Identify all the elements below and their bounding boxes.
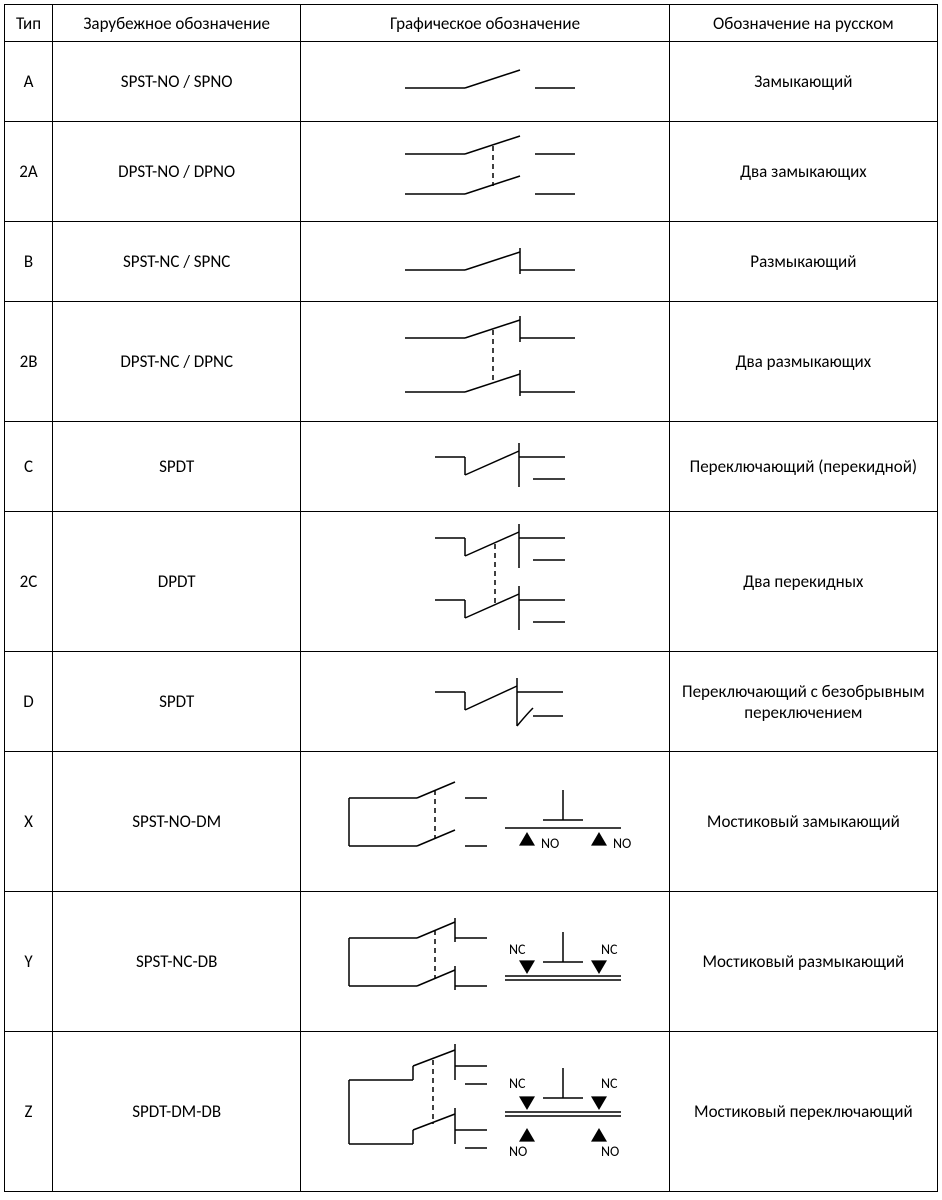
table-row: YSPST-NC-DB NC NC Мостиковый размыкающий <box>5 892 938 1032</box>
svg-text:NC: NC <box>601 941 618 958</box>
table-row: 2CDPDT Два перекидных <box>5 512 938 652</box>
table-row: ASPST-NO / SPNO Замыкающий <box>5 42 938 122</box>
cell-graphic: NO NO <box>301 752 669 892</box>
cell-russian: Мостиковый размыкающий <box>669 892 937 1032</box>
cell-type: Z <box>5 1032 53 1192</box>
header-row: Тип Зарубежное обозначение Графическое о… <box>5 5 938 42</box>
cell-graphic: NC NC NO NO <box>301 1032 669 1192</box>
cell-type: 2B <box>5 302 53 422</box>
cell-russian: Размыкающий <box>669 222 937 302</box>
cell-graphic <box>301 42 669 122</box>
cell-foreign: SPDT-DM-DB <box>53 1032 301 1192</box>
cell-type: Y <box>5 892 53 1032</box>
svg-text:NO: NO <box>509 1143 527 1160</box>
svg-text:NO: NO <box>601 1143 619 1160</box>
cell-foreign: DPST-NO / DPNO <box>53 122 301 222</box>
cell-russian: Замыкающий <box>669 42 937 122</box>
cell-graphic <box>301 122 669 222</box>
cell-russian: Мостиковый замыкающий <box>669 752 937 892</box>
col-header-type: Тип <box>5 5 53 42</box>
cell-foreign: SPST-NC-DB <box>53 892 301 1032</box>
cell-type: X <box>5 752 53 892</box>
cell-russian: Мостиковый переключающий <box>669 1032 937 1192</box>
svg-text:NO: NO <box>541 835 559 852</box>
svg-text:NO: NO <box>613 835 631 852</box>
cell-foreign: DPST-NC / DPNC <box>53 302 301 422</box>
cell-russian: Переключающий с безобрывным переключение… <box>669 652 937 752</box>
cell-foreign: DPDT <box>53 512 301 652</box>
cell-type: 2A <box>5 122 53 222</box>
table-row: 2BDPST-NC / DPNC Два размыкающих <box>5 302 938 422</box>
cell-graphic <box>301 652 669 752</box>
cell-russian: Два перекидных <box>669 512 937 652</box>
cell-graphic <box>301 512 669 652</box>
svg-text:NC: NC <box>601 1075 618 1092</box>
table-row: CSPDT Переключающий (перекидной) <box>5 422 938 512</box>
cell-type: 2C <box>5 512 53 652</box>
cell-type: C <box>5 422 53 512</box>
cell-graphic <box>301 422 669 512</box>
cell-russian: Два замыкающих <box>669 122 937 222</box>
svg-text:NC: NC <box>509 941 526 958</box>
table-row: DSPDT Переключающий с безобрывным переклю… <box>5 652 938 752</box>
relay-contact-table: Тип Зарубежное обозначение Графическое о… <box>4 4 938 1192</box>
cell-foreign: SPDT <box>53 652 301 752</box>
table-row: BSPST-NC / SPNC Размыкающий <box>5 222 938 302</box>
svg-text:NC: NC <box>509 1075 526 1092</box>
cell-russian: Два размыкающих <box>669 302 937 422</box>
cell-type: A <box>5 42 53 122</box>
cell-russian: Переключающий (перекидной) <box>669 422 937 512</box>
table-row: XSPST-NO-DM NO NO Мостиковый замыкающий <box>5 752 938 892</box>
cell-foreign: SPST-NC / SPNC <box>53 222 301 302</box>
cell-graphic: NC NC <box>301 892 669 1032</box>
cell-graphic <box>301 302 669 422</box>
col-header-russian: Обозначение на русском <box>669 5 937 42</box>
cell-graphic <box>301 222 669 302</box>
cell-type: D <box>5 652 53 752</box>
cell-foreign: SPDT <box>53 422 301 512</box>
cell-foreign: SPST-NO / SPNO <box>53 42 301 122</box>
cell-foreign: SPST-NO-DM <box>53 752 301 892</box>
table-row: ZSPDT-DM-DB NC NC NO NO Мостиковый переключаю… <box>5 1032 938 1192</box>
table-row: 2ADPST-NO / DPNO Два замыкающих <box>5 122 938 222</box>
col-header-foreign: Зарубежное обозначение <box>53 5 301 42</box>
col-header-graphic: Графическое обозначение <box>301 5 669 42</box>
cell-type: B <box>5 222 53 302</box>
